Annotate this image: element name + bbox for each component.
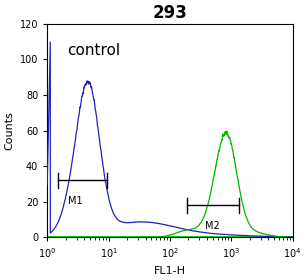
X-axis label: FL1-H: FL1-H: [154, 266, 186, 276]
Y-axis label: Counts: Counts: [4, 111, 14, 150]
Text: M2: M2: [206, 221, 220, 232]
Text: M1: M1: [68, 197, 83, 206]
Title: 293: 293: [152, 4, 187, 22]
Text: control: control: [67, 43, 120, 58]
